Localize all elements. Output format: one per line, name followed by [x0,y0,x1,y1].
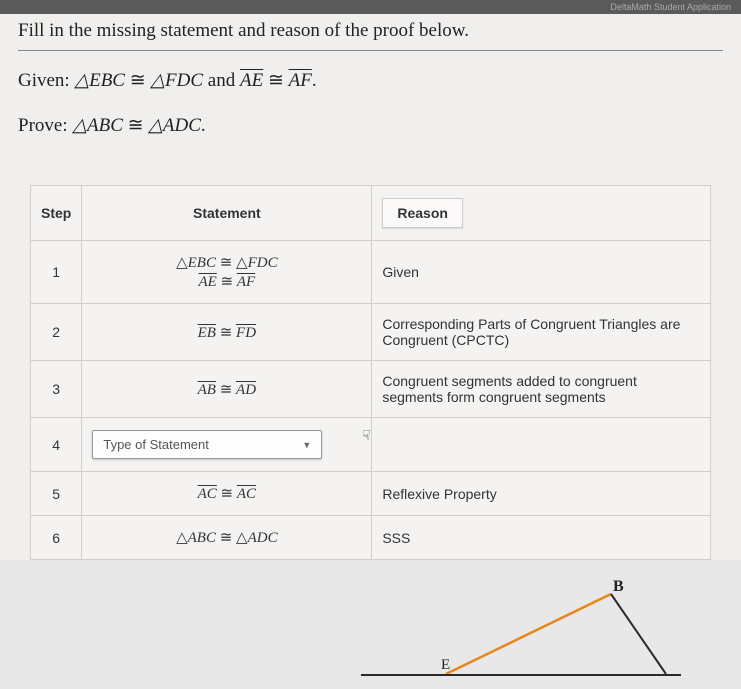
triangle-fdc: △FDC [150,70,203,91]
given-line: Given: △EBC ≅ △FDC and AE ≅ AF. [18,69,723,92]
window-titlebar: DeltaMath Student Application [0,0,741,14]
statement-cell: △ABC ≅ △ADC [82,516,372,560]
step-num: 3 [31,361,82,418]
triangle-ebc: △EBC [74,70,125,91]
chevron-down-icon: ▼ [302,440,311,450]
segment-eb-line [446,594,611,674]
step-num: 4 [31,418,82,472]
table-row: 2 EB ≅ FD Corresponding Parts of Congrue… [31,304,711,361]
table-row: 5 AC ≅ AC Reflexive Property [31,472,711,516]
vertex-b-label: B [613,579,624,595]
reason-cell: Reflexive Property [372,472,711,516]
given-prefix: Given: [18,70,74,91]
cong-symbol: ≅ [128,115,144,136]
header-statement: Statement [82,186,372,241]
statement-type-dropdown[interactable]: Type of Statement ▼ [92,430,322,459]
step-num: 1 [31,241,82,304]
reason-cell: SSS [372,516,711,560]
statement-cell: EB ≅ FD [82,304,372,361]
header-step: Step [31,186,82,241]
vertex-e-label: E [441,657,450,673]
cong-symbol: ≅ [130,70,146,91]
triangle-diagram: B E [361,579,681,689]
header-reason-cell: Reason [372,186,711,241]
statement-cell: AC ≅ AC [82,472,372,516]
cursor-hand-icon: ☟ [362,428,371,445]
dropdown-label: Type of Statement [103,437,209,452]
statement-cell: △EBC ≅ △FDC AE ≅ AF [82,241,372,304]
segment-bc-line [611,594,666,674]
table-row: 6 △ABC ≅ △ADC SSS [31,516,711,560]
table-row: 3 AB ≅ AD Congruent segments added to co… [31,361,711,418]
instruction-text: Fill in the missing statement and reason… [18,14,723,51]
segment-ae: AE [240,70,263,91]
and-text: and [208,70,240,91]
worksheet-content: Fill in the missing statement and reason… [0,14,741,560]
reason-cell: Corresponding Parts of Congruent Triangl… [372,304,711,361]
triangle-adc: △ADC [148,115,201,136]
reason-cell: Congruent segments added to congruent se… [372,361,711,418]
header-reason: Reason [382,198,463,228]
step-num: 2 [31,304,82,361]
prove-prefix: Prove: [18,115,72,136]
proof-table-wrap: Step Statement Reason 1 △EBC ≅ △FDC AE ≅… [18,185,723,560]
step-num: 5 [31,472,82,516]
given-prove-block: Given: △EBC ≅ △FDC and AE ≅ AF. Prove: △… [18,51,723,177]
app-name-label: DeltaMath Student Application [610,2,731,12]
statement-cell: Type of Statement ▼ [82,418,372,472]
segment-af: AF [289,70,312,91]
cong-symbol: ≅ [268,70,284,91]
reason-cell[interactable] [372,418,711,472]
table-row: 1 △EBC ≅ △FDC AE ≅ AF Given [31,241,711,304]
prove-line: Prove: △ABC ≅ △ADC. [18,114,723,137]
reason-cell: Given [372,241,711,304]
table-header-row: Step Statement Reason [31,186,711,241]
proof-table: Step Statement Reason 1 △EBC ≅ △FDC AE ≅… [30,185,711,560]
step-num: 6 [31,516,82,560]
statement-cell: AB ≅ AD [82,361,372,418]
triangle-abc: △ABC [72,115,123,136]
